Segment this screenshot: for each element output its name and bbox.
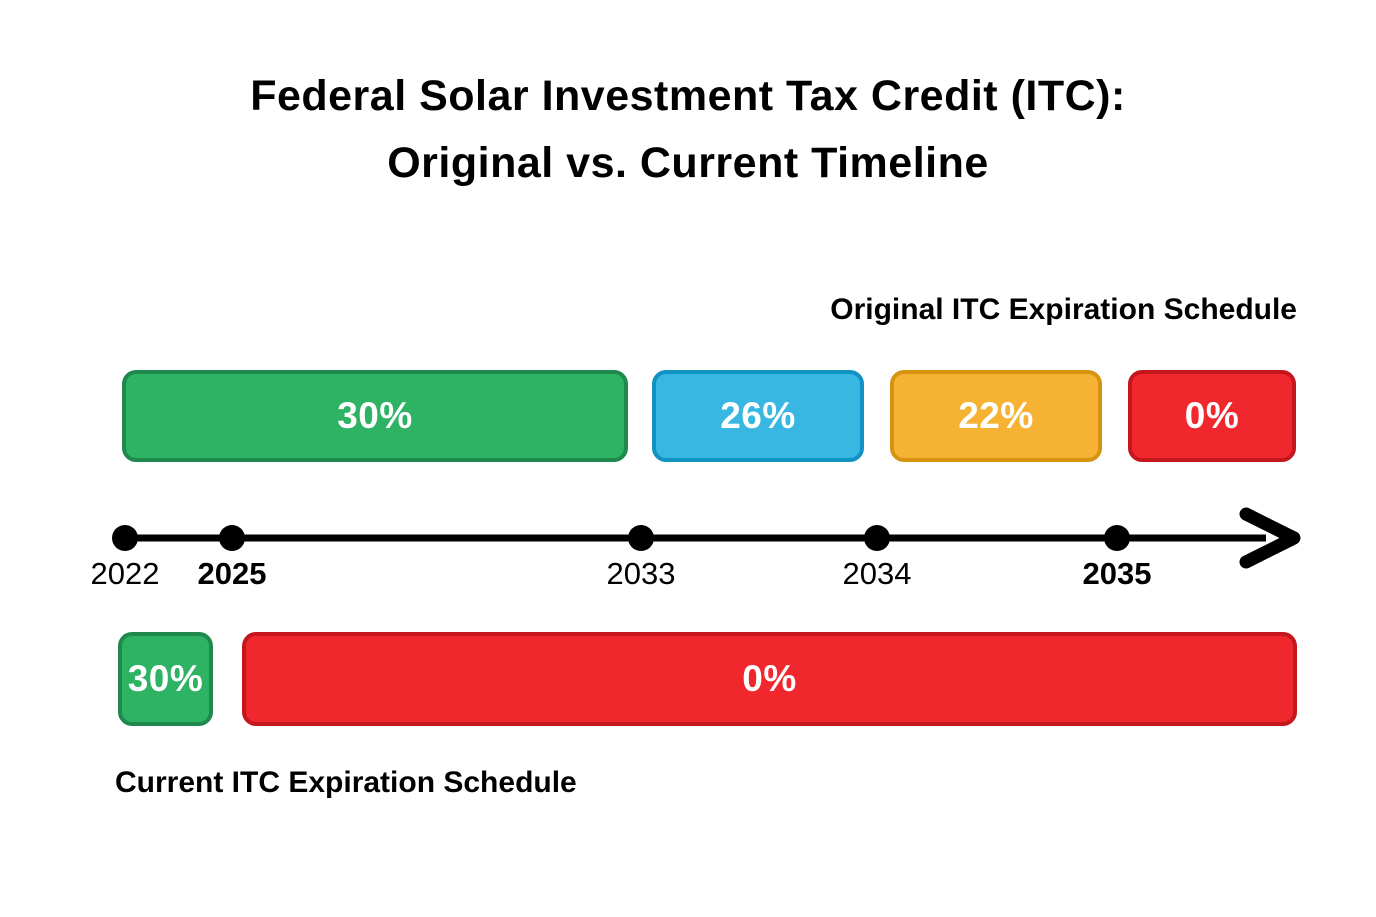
timeline-axis xyxy=(125,507,1301,569)
timeline-dot xyxy=(112,525,138,551)
year-label-2022: 2022 xyxy=(90,556,160,591)
timeline-dot xyxy=(1104,525,1130,551)
year-label-2035: 2035 xyxy=(1082,556,1152,591)
original-segment-26pct: 26% xyxy=(652,370,864,462)
segment-value: 22% xyxy=(958,395,1034,436)
year-label-2025: 2025 xyxy=(197,556,267,591)
segment-value: 30% xyxy=(337,395,413,436)
current-schedule-label: Current ITC Expiration Schedule xyxy=(115,766,577,799)
segment-value: 0% xyxy=(1184,395,1240,436)
original-segment-0pct: 0% xyxy=(1128,370,1296,462)
title-line-2: Original vs. Current Timeline xyxy=(387,139,989,187)
timeline-dot xyxy=(864,525,890,551)
year-label-2033: 2033 xyxy=(606,556,676,591)
timeline-dot xyxy=(628,525,654,551)
current-segment-0pct: 0% xyxy=(242,632,1297,726)
timeline-arrow-icon xyxy=(1239,507,1301,569)
segment-value: 30% xyxy=(127,658,204,699)
segment-value: 0% xyxy=(742,658,797,699)
timeline-dot xyxy=(219,525,245,551)
current-schedule-bars: 30% 0% xyxy=(0,632,1376,726)
page-title: Federal Solar Investment Tax Credit (ITC… xyxy=(0,63,1376,197)
original-segment-30pct: 30% xyxy=(122,370,628,462)
original-schedule-label: Original ITC Expiration Schedule xyxy=(830,293,1297,326)
original-schedule-bars: 30% 26% 22% 0% xyxy=(0,370,1376,462)
year-label-2034: 2034 xyxy=(842,556,912,591)
segment-value: 26% xyxy=(720,395,796,436)
title-line-1: Federal Solar Investment Tax Credit (ITC… xyxy=(250,72,1126,120)
original-segment-22pct: 22% xyxy=(890,370,1102,462)
current-segment-30pct: 30% xyxy=(118,632,213,726)
